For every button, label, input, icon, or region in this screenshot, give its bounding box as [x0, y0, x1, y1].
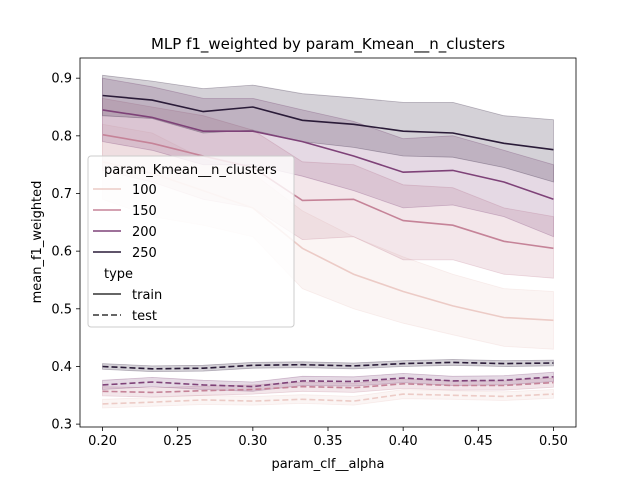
legend-label-150: 150: [132, 204, 157, 219]
x-tick-label: 0.30: [238, 434, 267, 449]
x-tick-label: 0.35: [314, 434, 343, 449]
series-line-train-150: [102, 133, 554, 250]
series-line-test-250: [102, 361, 554, 370]
series-line-train-200: [102, 109, 554, 201]
series-line-test-150: [102, 381, 554, 394]
band-train-250: [102, 74, 554, 183]
y-tick-label: 0.5: [51, 302, 72, 317]
series-line-train-250: [102, 94, 554, 151]
y-tick-label: 0.9: [51, 72, 72, 87]
legend: param_Kmean__n_clusters 100 150 200 250 type t…: [87, 155, 295, 328]
band-test-100: [102, 389, 554, 409]
x-tick-label: 0.20: [88, 434, 117, 449]
x-tick-label: 0.40: [389, 434, 418, 449]
series-line-test-100: [102, 393, 554, 405]
legend-box: [87, 155, 295, 328]
legend-hue-title: param_Kmean__n_clusters: [104, 163, 277, 178]
legend-label-250: 250: [132, 246, 157, 261]
y-axis-label: mean_f1_weighted: [30, 181, 45, 304]
chart-title: MLP f1_weighted by param_Kmean__n_cluste…: [151, 35, 505, 54]
legend-label-200: 200: [132, 225, 157, 240]
y-tick-label: 0.4: [51, 360, 72, 375]
x-tick-label: 0.45: [464, 434, 493, 449]
legend-style-title: type: [104, 267, 133, 282]
y-tick-label: 0.7: [51, 187, 72, 202]
series-lines: [102, 94, 554, 405]
confidence-bands: [102, 74, 554, 409]
x-tick-label: 0.50: [539, 434, 568, 449]
legend-label-test: test: [132, 309, 157, 324]
x-axis-label: param_clf__alpha: [271, 457, 384, 472]
x-axis-ticks: 0.20 0.25 0.30 0.35 0.40 0.45 0.50: [88, 427, 568, 449]
legend-label-100: 100: [132, 183, 157, 198]
legend-label-train: train: [132, 288, 162, 303]
y-tick-label: 0.8: [51, 129, 72, 144]
y-axis-ticks: 0.3 0.4 0.5 0.6 0.7 0.8 0.9: [51, 72, 80, 433]
y-tick-label: 0.3: [51, 418, 72, 433]
y-tick-label: 0.6: [51, 245, 72, 260]
x-tick-label: 0.25: [163, 434, 192, 449]
series-line-test-200: [102, 376, 554, 388]
